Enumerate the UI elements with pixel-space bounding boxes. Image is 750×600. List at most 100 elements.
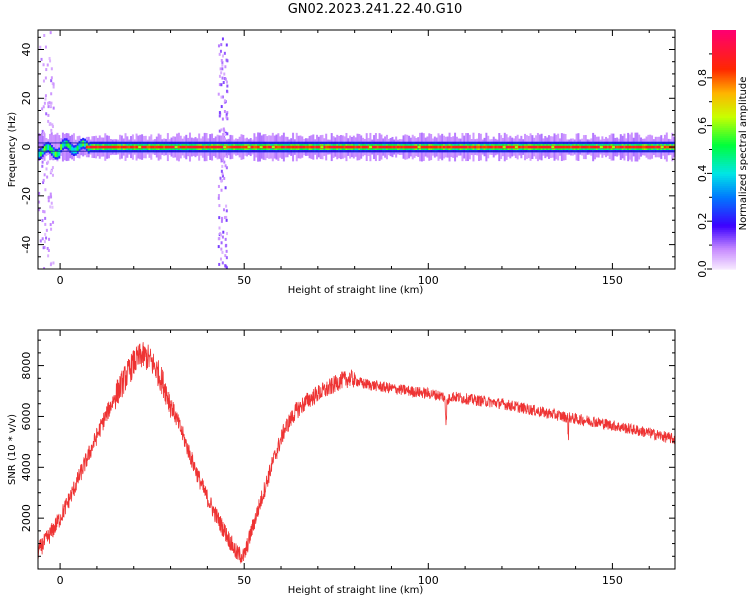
band-mid (43, 146, 46, 153)
y-tick-label: 40 (20, 43, 33, 57)
band-core (168, 145, 171, 149)
band-core (150, 145, 153, 149)
band-core (236, 145, 239, 149)
noise-cell (42, 79, 45, 83)
colorbar-step (712, 197, 736, 200)
noise-cell (40, 57, 43, 61)
colorbar-step (712, 159, 736, 163)
band-core (315, 145, 318, 149)
noise-cell (224, 133, 227, 137)
colorbar-step (712, 139, 736, 143)
band-core (575, 145, 578, 149)
colorbar-tick-label: 0.4 (696, 165, 709, 183)
colorbar-step (712, 221, 736, 224)
noise-cell (221, 174, 224, 178)
band-dash (551, 146, 555, 149)
colorbar-step (712, 89, 736, 93)
colorbar-step (712, 153, 736, 157)
noise-cell (220, 169, 223, 173)
colorbar-step (712, 181, 736, 184)
noise-cell (52, 261, 55, 265)
band-core (141, 145, 144, 149)
band-core (446, 145, 449, 149)
noise-cell (48, 195, 51, 199)
noise-cell (52, 220, 55, 224)
colorbar-step (712, 101, 736, 105)
band-core (459, 145, 462, 149)
band-core (391, 145, 394, 149)
noise-cell (217, 184, 220, 188)
colorbar-step (712, 233, 736, 236)
noise-cell (51, 125, 54, 129)
y-tick-label: 2000 (20, 504, 33, 532)
band-core (398, 145, 401, 149)
colorbar-tick-label: 0.2 (696, 212, 709, 230)
band-dash (271, 146, 275, 149)
band-core (257, 145, 260, 149)
band-core (216, 145, 219, 149)
band-core (244, 145, 247, 149)
colorbar-step (712, 123, 736, 127)
noise-cell (222, 208, 225, 212)
band-core (277, 145, 280, 149)
noise-cell (223, 51, 226, 55)
band-dash (612, 146, 616, 149)
y-tick-label: 8000 (20, 352, 33, 380)
colorbar-step (712, 63, 736, 67)
noise-cell (225, 249, 228, 253)
figure-title: GN02.2023.241.22.40.G10 (287, 2, 463, 17)
x-tick-label: 150 (602, 274, 623, 287)
band-core (290, 145, 293, 149)
colorbar-step (712, 71, 736, 75)
band-core (544, 145, 547, 149)
band-core (104, 145, 107, 149)
noise-cell (218, 216, 221, 220)
band-core (463, 145, 466, 149)
band-core (525, 145, 528, 149)
noise-cell (225, 218, 228, 222)
noise-cell (43, 101, 46, 105)
band-core (623, 145, 626, 149)
band-dash (369, 146, 373, 149)
band-core (547, 145, 550, 149)
band-core (345, 145, 348, 149)
band-core (603, 145, 606, 149)
colorbar-step (712, 173, 736, 176)
colorbar-step (712, 213, 736, 216)
band-core (542, 145, 545, 149)
noise-cell (50, 132, 53, 136)
band-core (538, 145, 541, 149)
band-core (214, 145, 217, 149)
band-core (181, 145, 184, 149)
y-axis-label: Frequency (Hz) (7, 112, 18, 188)
colorbar-step (712, 191, 736, 194)
band-core (597, 145, 600, 149)
band-core (630, 145, 633, 149)
colorbar-step (712, 65, 736, 69)
band-core (433, 145, 436, 149)
colorbar-step (712, 147, 736, 151)
colorbar-step (712, 137, 736, 141)
band-core (621, 145, 624, 149)
noise-cell (225, 232, 228, 236)
noise-cell (48, 101, 51, 105)
band-core (527, 145, 530, 149)
band-core (314, 145, 317, 149)
band-core (564, 145, 567, 149)
band-mid (74, 147, 77, 154)
band-core (354, 145, 357, 149)
noise-cell (225, 204, 228, 208)
band-core (617, 145, 620, 149)
colorbar-step (712, 201, 736, 204)
band-core (211, 145, 214, 149)
noise-cell (220, 219, 223, 223)
colorbar-step (712, 177, 736, 180)
colorbar-step (712, 49, 736, 53)
noise-cell (221, 67, 224, 71)
band-core (251, 145, 254, 149)
noise-cell (49, 192, 52, 196)
band-dash (138, 146, 142, 149)
band-core (634, 145, 637, 149)
band-core (299, 145, 302, 149)
noise-cell (221, 117, 224, 121)
